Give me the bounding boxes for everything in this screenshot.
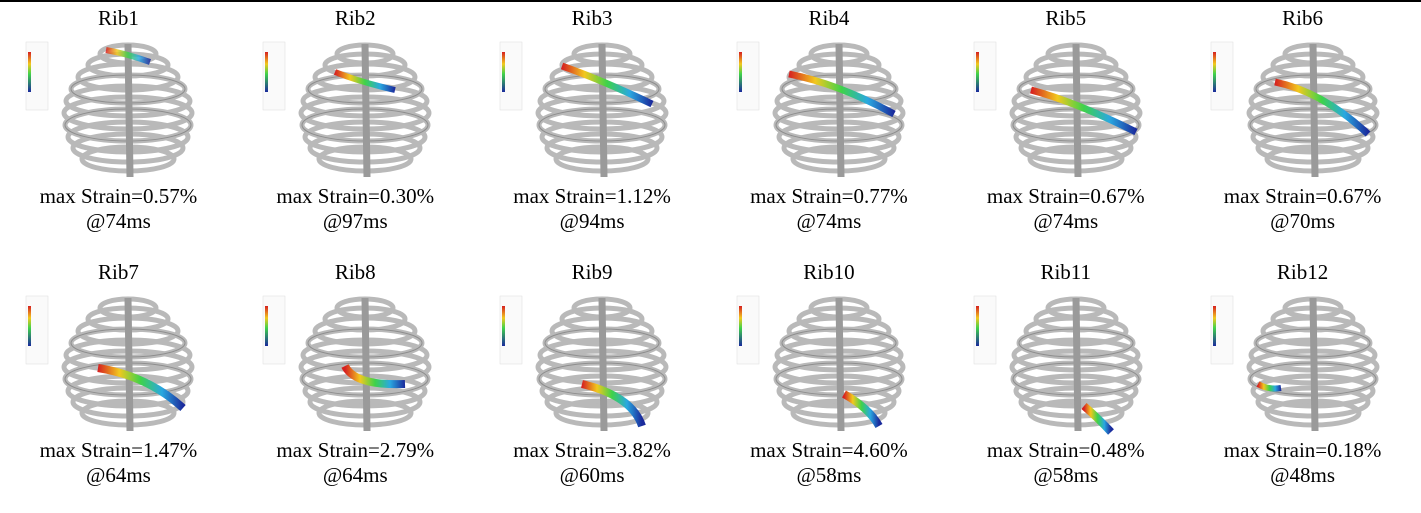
rib-cell: Rib3 max Strain=1.12% @94ms	[474, 2, 711, 256]
rib-title: Rib1	[0, 6, 237, 30]
time: @64ms	[237, 463, 474, 488]
rib-title: Rib3	[474, 6, 711, 30]
rib-title: Rib7	[0, 260, 237, 284]
max-strain: max Strain=0.67%	[1184, 184, 1421, 209]
rib-image	[1203, 32, 1403, 184]
time: @60ms	[474, 463, 711, 488]
max-strain: max Strain=2.79%	[237, 438, 474, 463]
time: @48ms	[1184, 463, 1421, 488]
rib-title: Rib2	[237, 6, 474, 30]
max-strain: max Strain=4.60%	[710, 438, 947, 463]
rib-cell: Rib5 max Strain=0.67% @74ms	[947, 2, 1184, 256]
time: @58ms	[947, 463, 1184, 488]
time: @70ms	[1184, 209, 1421, 234]
rib-image	[492, 32, 692, 184]
rib-cell: Rib8 max Strain=2.79% @64ms	[237, 256, 474, 510]
rib-title: Rib8	[237, 260, 474, 284]
figure: Rib1 max Strain=0.57% @74ms Rib2 max Str…	[0, 0, 1421, 513]
rib-cell: Rib4 max Strain=0.77% @74ms	[710, 2, 947, 256]
rib-title: Rib5	[947, 6, 1184, 30]
time: @74ms	[947, 209, 1184, 234]
rib-title: Rib11	[947, 260, 1184, 284]
rib-title: Rib4	[710, 6, 947, 30]
rib-cell: Rib2 max Strain=0.30% @97ms	[237, 2, 474, 256]
rib-cell: Rib11 max Strain=0.48% @58ms	[947, 256, 1184, 510]
max-strain: max Strain=0.18%	[1184, 438, 1421, 463]
time: @74ms	[0, 209, 237, 234]
rib-cell: Rib6 max Strain=0.67% @70ms	[1184, 2, 1421, 256]
rib-image	[18, 32, 218, 184]
max-strain: max Strain=0.57%	[0, 184, 237, 209]
rib-image	[1203, 286, 1403, 438]
rib-cell: Rib1 max Strain=0.57% @74ms	[0, 2, 237, 256]
rib-image	[18, 286, 218, 438]
max-strain: max Strain=0.48%	[947, 438, 1184, 463]
max-strain: max Strain=3.82%	[474, 438, 711, 463]
time: @74ms	[710, 209, 947, 234]
rib-image	[966, 32, 1166, 184]
rib-image	[255, 286, 455, 438]
max-strain: max Strain=1.47%	[0, 438, 237, 463]
rib-cell: Rib7 max Strain=1.47% @64ms	[0, 256, 237, 510]
rib-cell: Rib9 max Strain=3.82% @60ms	[474, 256, 711, 510]
time: @58ms	[710, 463, 947, 488]
time: @94ms	[474, 209, 711, 234]
time: @64ms	[0, 463, 237, 488]
rib-title: Rib10	[710, 260, 947, 284]
rib-image	[966, 286, 1166, 438]
rib-cell: Rib12 max Strain=0.18% @48ms	[1184, 256, 1421, 510]
max-strain: max Strain=1.12%	[474, 184, 711, 209]
time: @97ms	[237, 209, 474, 234]
rib-cell: Rib10 max Strain=4.60% @58ms	[710, 256, 947, 510]
rib-title: Rib9	[474, 260, 711, 284]
max-strain: max Strain=0.67%	[947, 184, 1184, 209]
rib-image	[492, 286, 692, 438]
rib-title: Rib6	[1184, 6, 1421, 30]
max-strain: max Strain=0.30%	[237, 184, 474, 209]
rib-image	[255, 32, 455, 184]
rib-image	[729, 32, 929, 184]
rib-image	[729, 286, 929, 438]
max-strain: max Strain=0.77%	[710, 184, 947, 209]
rib-title: Rib12	[1184, 260, 1421, 284]
